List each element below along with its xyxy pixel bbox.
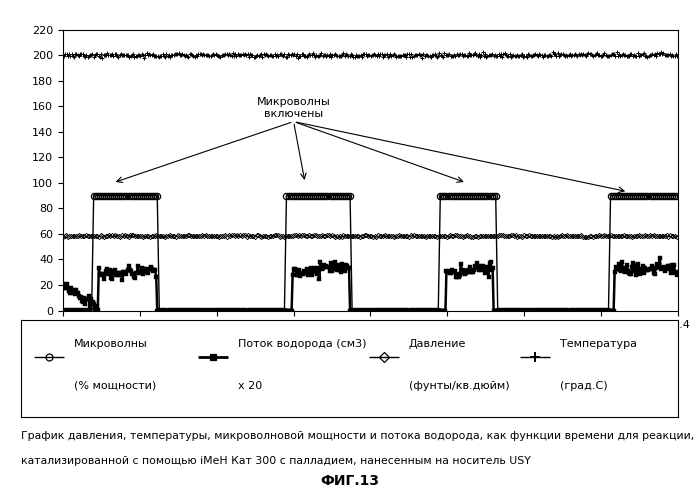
- Text: (% мощности): (% мощности): [73, 381, 156, 391]
- Text: График давления, температуры, микроволновой мощности и потока водорода, как функ: График давления, температуры, микроволно…: [21, 431, 694, 441]
- Text: Температура: Температура: [560, 340, 637, 350]
- Text: Микроволны: Микроволны: [73, 340, 147, 350]
- Text: Давление: Давление: [409, 340, 466, 350]
- Text: Поток водорода (см3): Поток водорода (см3): [238, 340, 366, 350]
- Text: Микроволны
включены: Микроволны включены: [257, 98, 331, 119]
- Text: (град.С): (град.С): [560, 381, 607, 391]
- Text: катализированной с помощью iMeH Кат 300 с палладием, нанесенным на носитель USY: катализированной с помощью iMeH Кат 300 …: [21, 456, 531, 466]
- X-axis label: ВРЕМЯ (мин): ВРЕМЯ (мин): [327, 334, 414, 348]
- Text: ФИГ.13: ФИГ.13: [320, 474, 379, 488]
- Text: х 20: х 20: [238, 381, 262, 391]
- Text: (фунты/кв.дюйм): (фунты/кв.дюйм): [409, 381, 510, 391]
